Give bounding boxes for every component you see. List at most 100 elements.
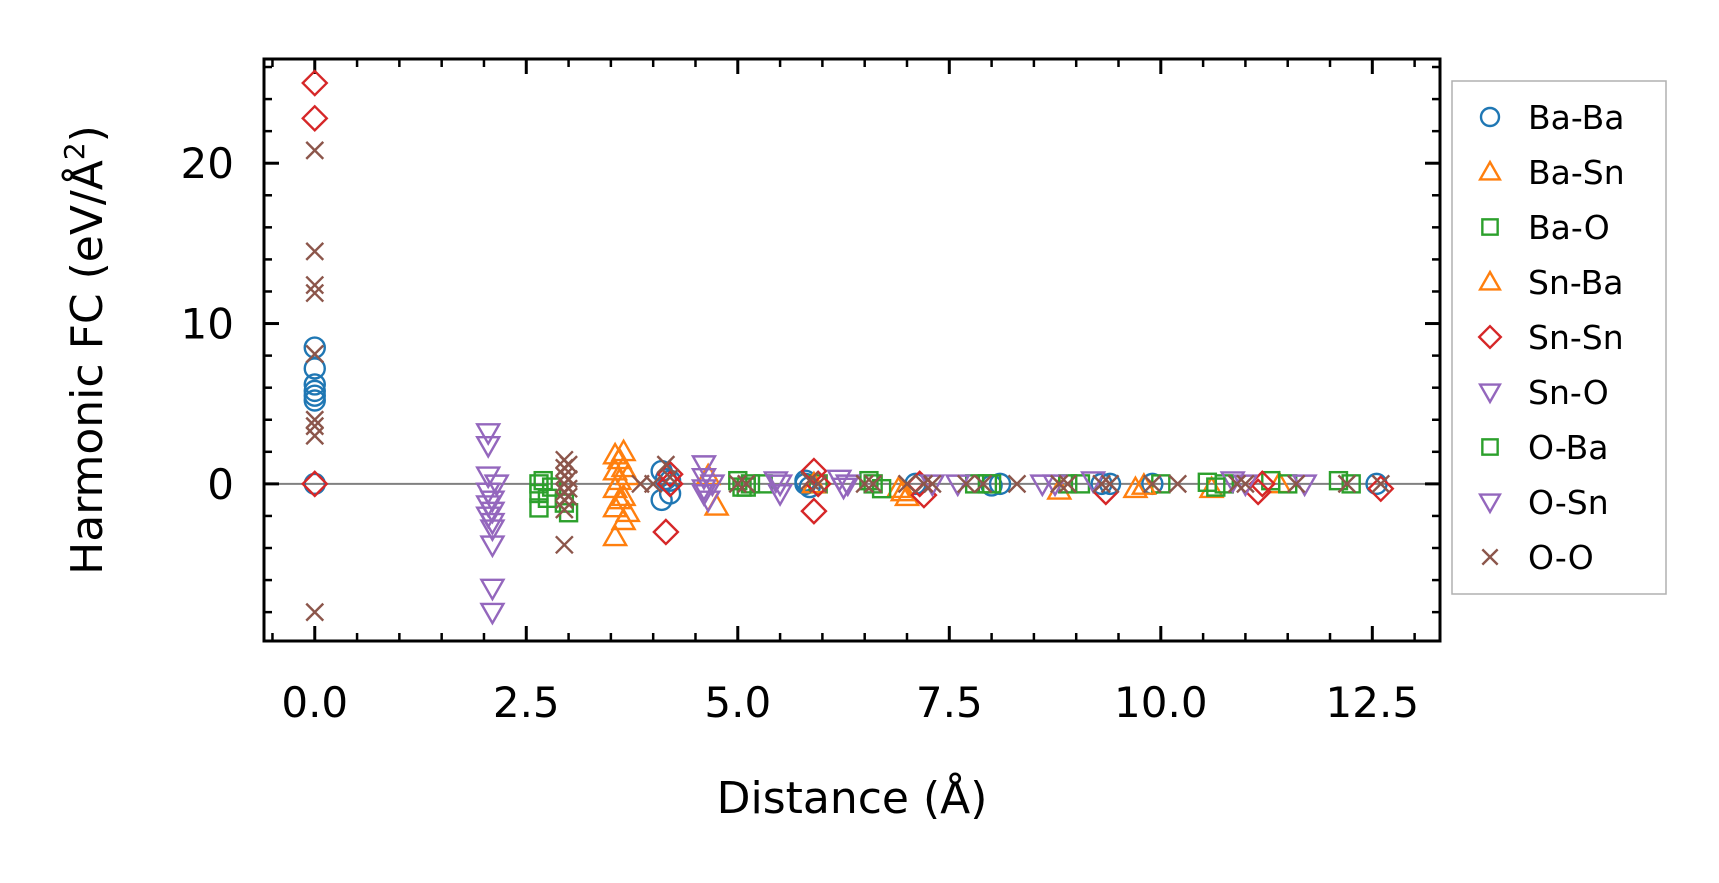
data-point (656, 455, 676, 474)
data-point (301, 470, 329, 498)
x-stroke (1481, 548, 1499, 566)
x-stroke (1049, 474, 1069, 494)
data-point (762, 471, 789, 495)
legend-marker (1477, 324, 1503, 350)
legend-label: O-O (1528, 538, 1594, 577)
legend-label: Sn-Sn (1528, 318, 1624, 357)
data-point (559, 455, 578, 474)
legend-item: Sn-Ba (1478, 263, 1623, 302)
data-point (537, 488, 558, 509)
data-point (1058, 474, 1078, 494)
x-stroke (973, 474, 993, 494)
y-tick-label: 0 (207, 460, 234, 509)
data-point (1236, 474, 1255, 494)
x-tick-label: 10.0 (1114, 678, 1208, 727)
data-point (483, 474, 510, 498)
data-point (554, 535, 574, 555)
x-stroke (1286, 474, 1306, 494)
x-stroke (1337, 474, 1357, 494)
y-axis-title-main: Harmonic FC (eV/Å (60, 160, 113, 575)
legend-item: Sn-Sn (1477, 318, 1624, 357)
data-point (1122, 475, 1149, 499)
x-tick-label: 7.5 (916, 678, 983, 727)
y-axis-title: Harmonic FC (eV/Å2) (58, 125, 113, 575)
data-point (1100, 474, 1120, 494)
x-stroke (1168, 474, 1188, 494)
legend-marker (1478, 159, 1502, 181)
x-stroke (305, 602, 325, 622)
series-sn-o (475, 423, 1318, 626)
data-point (897, 474, 917, 494)
data-point (834, 474, 861, 498)
x-stroke (305, 410, 325, 430)
x-stroke (305, 426, 325, 446)
data-point (602, 441, 629, 465)
data-point (479, 501, 506, 525)
data-point (699, 474, 726, 498)
data-point (305, 416, 325, 436)
data-point (800, 457, 828, 485)
data-point (643, 474, 663, 494)
x-stroke (559, 469, 578, 489)
legend: Ba-Ba Ba-Sn Ba-O Sn-Ba Sn-Sn Sn-O O-Ba O-Sn O-O (1451, 80, 1667, 595)
data-point (305, 426, 325, 446)
y-tick-label: 10 (181, 300, 234, 349)
x-stroke (1100, 474, 1120, 494)
y-tick-label: 20 (181, 139, 234, 188)
x-stroke (559, 455, 578, 474)
data-point (305, 141, 325, 160)
legend-item: O-O (1481, 538, 1594, 577)
data-point (1029, 474, 1056, 498)
data-point (475, 466, 502, 490)
legend-item: Ba-Sn (1478, 153, 1625, 192)
x-stroke (656, 455, 676, 474)
x-stroke (559, 487, 578, 507)
data-point (736, 474, 756, 494)
data-point (559, 487, 578, 507)
y-tick-labels: 0 10 20 (181, 139, 234, 509)
series-o-o (305, 141, 1391, 622)
x-stroke (808, 474, 828, 494)
x-stroke (1371, 474, 1391, 494)
data-point (305, 275, 325, 295)
data-point (1371, 474, 1391, 494)
x-stroke (559, 479, 578, 499)
x-stroke (728, 474, 748, 494)
data-point (660, 468, 680, 487)
legend-label: Sn-O (1528, 373, 1609, 412)
x-stroke (800, 471, 820, 491)
data-point (305, 283, 325, 303)
data-point (1198, 475, 1225, 499)
data-point (977, 474, 998, 494)
data-point (690, 455, 718, 479)
data-point (800, 497, 828, 525)
data-point (479, 535, 506, 559)
data-point (740, 474, 761, 494)
data-point (475, 423, 502, 446)
data-point (736, 477, 756, 497)
legend-marker (1478, 493, 1502, 515)
x-stroke (897, 474, 917, 494)
legend-item: Sn-O (1478, 373, 1609, 412)
data-point (1206, 477, 1226, 497)
data-point (1168, 474, 1188, 494)
data-point (303, 472, 326, 496)
legend-item: O-Ba (1481, 428, 1609, 467)
x-tick-label: 0.0 (281, 678, 348, 727)
data-point (602, 523, 629, 547)
x-stroke (1236, 474, 1255, 494)
data-point (1130, 472, 1157, 495)
x-stroke (643, 474, 663, 494)
data-point (690, 479, 718, 503)
x-tick-label: 2.5 (493, 678, 560, 727)
data-point (303, 384, 326, 407)
axes-frame (262, 57, 1442, 643)
data-point (554, 500, 574, 519)
x-stroke (863, 474, 883, 494)
data-point (475, 435, 502, 459)
data-point (956, 474, 976, 494)
x-stroke (660, 468, 680, 487)
legend-label: Sn-Ba (1528, 263, 1623, 302)
data-point (658, 482, 682, 505)
